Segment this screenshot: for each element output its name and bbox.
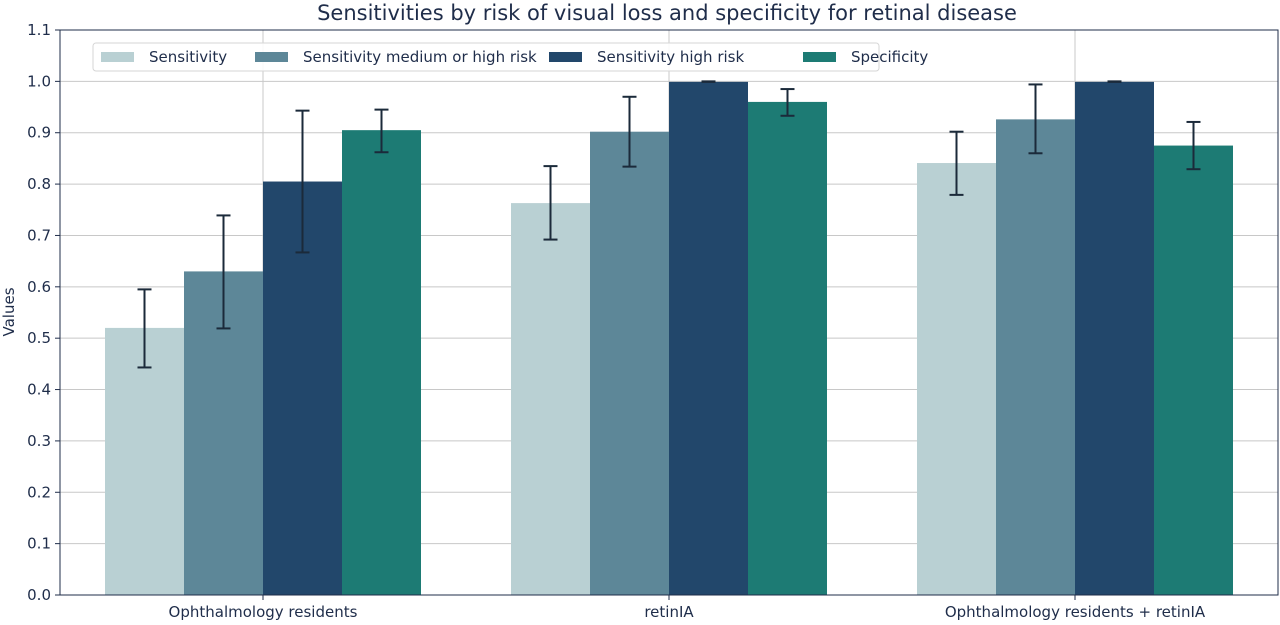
legend-label: Sensitivity [149, 48, 227, 66]
error-bar [949, 130, 964, 196]
y-tick-label: 0.2 [27, 483, 51, 501]
legend-label: Sensitivity high risk [597, 48, 744, 66]
legend-swatch [803, 52, 836, 62]
error-bar [1186, 120, 1201, 171]
y-tick-label: 0.6 [27, 278, 51, 296]
y-tick-label: 0.8 [27, 175, 51, 193]
legend-label: Specificity [851, 48, 928, 66]
error-bar [1107, 80, 1122, 83]
legend-item: Sensitivity high risk [549, 48, 744, 66]
bar [590, 131, 669, 595]
bar [917, 163, 996, 596]
legend-swatch [549, 52, 582, 62]
bar [511, 203, 590, 595]
x-tick-label: Ophthalmology residents + retinIA [945, 603, 1206, 621]
bar [1154, 145, 1233, 595]
x-tick-label: retinIA [644, 603, 694, 621]
legend-label: Sensitivity medium or high risk [303, 48, 537, 66]
bar [342, 130, 421, 595]
error-bar [216, 214, 231, 330]
legend: Sensitivity Sensitivity medium or high ri… [92, 42, 928, 72]
chart-title: Sensitivities by risk of visual loss and… [317, 1, 1017, 25]
axes-layer: 0.0 0.1 0.2 0.3 0.4 0.5 0.6 0.7 0.8 0.9 1.0 1.1 Opht… [27, 21, 1279, 621]
bar [669, 81, 748, 596]
y-tick-label: 0.4 [27, 381, 51, 399]
y-tick-label: 1.0 [27, 72, 51, 90]
error-bar [780, 88, 795, 117]
y-tick-label: 0.3 [27, 432, 51, 450]
bar [105, 327, 184, 595]
bar [1075, 81, 1154, 596]
legend-box [92, 42, 880, 72]
legend-item: Sensitivity [101, 48, 227, 66]
bars-layer [105, 81, 1233, 596]
y-tick-label: 0.7 [27, 226, 51, 244]
y-tick-label: 0.9 [27, 124, 51, 142]
y-axis-label: Values [0, 287, 18, 336]
legend-item: Sensitivity medium or high risk [255, 48, 537, 66]
x-tick-label: Ophthalmology residents [169, 603, 358, 621]
error-bar [137, 288, 152, 369]
bar [996, 119, 1075, 595]
legend-item: Specificity [803, 48, 928, 66]
legend-swatch [255, 52, 288, 62]
error-bar [1028, 83, 1043, 155]
y-tick-label: 0.0 [27, 586, 51, 604]
error-bar [543, 165, 558, 241]
error-bar [295, 109, 310, 254]
error-bar [622, 95, 637, 168]
error-bars-layer [137, 80, 1201, 369]
y-tick-label: 1.1 [27, 21, 51, 39]
legend-swatch [101, 52, 134, 62]
error-bar [701, 80, 716, 83]
y-tick-label: 0.5 [27, 329, 51, 347]
error-bar [374, 108, 389, 154]
bar [748, 101, 827, 595]
y-tick-label: 0.1 [27, 535, 51, 553]
